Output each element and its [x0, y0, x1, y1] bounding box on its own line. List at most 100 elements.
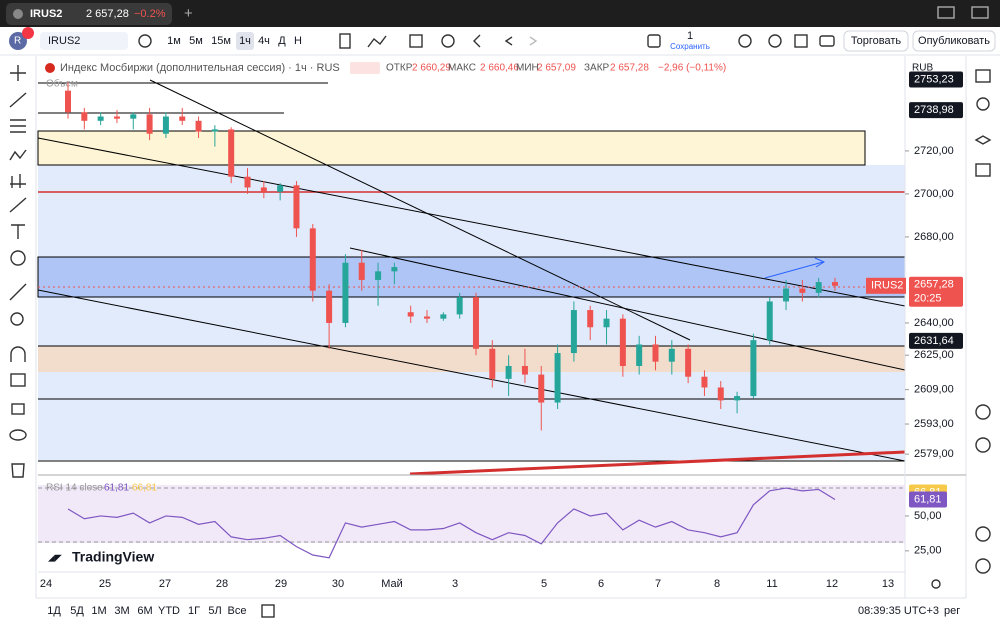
rsi-tick-label: 61,81 — [914, 493, 942, 505]
interval[interactable]: 5м — [189, 35, 203, 47]
indicators-icon[interactable] — [367, 35, 387, 48]
symbol-search[interactable] — [40, 32, 128, 50]
range[interactable]: 5Д — [70, 605, 84, 617]
price-tick-label: 2720,00 — [914, 145, 954, 157]
candle-body — [636, 344, 643, 366]
range-group: 1Д 5Д 1М 3М 6М YTD 1Г 5Л Все — [47, 605, 246, 617]
undo-icon[interactable] — [504, 36, 513, 46]
interval[interactable]: Д — [278, 35, 286, 47]
candle-body — [538, 374, 545, 403]
window-icon[interactable] — [971, 6, 989, 19]
emoji-tool[interactable] — [10, 250, 26, 266]
fib-tool[interactable] — [10, 119, 26, 133]
compare-icon[interactable] — [138, 34, 152, 48]
range[interactable]: 1Г — [188, 605, 200, 617]
rsi-line — [67, 487, 836, 559]
candle-body — [277, 185, 284, 192]
lock-drawings-tool[interactable] — [10, 373, 26, 387]
price-tag-symbol-box — [866, 277, 906, 294]
candle-body — [326, 290, 333, 323]
interval[interactable]: 1ч — [239, 35, 251, 47]
trend-line — [37, 289, 906, 462]
replay-icon[interactable] — [473, 34, 481, 48]
alerts-icon[interactable] — [976, 97, 990, 111]
date-label: 27 — [159, 578, 171, 590]
date-label: 13 — [882, 578, 894, 590]
range[interactable]: 6М — [137, 605, 152, 617]
save-label[interactable]: Сохранить — [670, 42, 710, 51]
date-label: 30 — [332, 578, 344, 590]
candle-body — [717, 387, 724, 401]
trade-label: Торговать — [851, 35, 902, 47]
interval[interactable]: 1м — [167, 35, 181, 47]
session[interactable]: рег — [944, 605, 960, 617]
search-icon[interactable] — [738, 34, 752, 48]
alert-icon[interactable] — [441, 34, 455, 48]
zoom-tool[interactable] — [10, 312, 24, 326]
text-tool[interactable] — [11, 224, 25, 239]
window-icon[interactable] — [937, 6, 955, 19]
range[interactable]: 3М — [114, 605, 129, 617]
magnet-tool[interactable] — [10, 346, 26, 362]
price-label-box — [909, 71, 963, 88]
range[interactable]: 5Л — [208, 605, 221, 617]
calendar-icon[interactable] — [975, 526, 991, 542]
chat-icon[interactable] — [975, 163, 991, 177]
publish-button[interactable] — [912, 30, 996, 52]
brush-tool[interactable] — [9, 197, 27, 213]
ideas-icon[interactable] — [975, 404, 991, 420]
layout-icon[interactable] — [409, 34, 423, 48]
candle-body — [97, 116, 104, 121]
axis-settings[interactable] — [931, 579, 941, 589]
settings-icon[interactable] — [768, 34, 782, 48]
forecast-tool[interactable] — [10, 174, 26, 188]
cursor-tool[interactable] — [10, 65, 26, 81]
candle-type-icon[interactable] — [339, 33, 351, 49]
date-label: 7 — [655, 578, 661, 590]
avatar[interactable] — [9, 32, 27, 50]
range[interactable]: 1Д — [47, 605, 61, 617]
layout-select[interactable] — [647, 34, 661, 48]
candle-body — [521, 365, 528, 375]
rsi-tick-label: 25,00 — [914, 545, 942, 557]
redo-icon[interactable] — [529, 36, 538, 46]
price-label: 2631,64 — [914, 335, 954, 347]
zone-blue — [37, 256, 906, 298]
date-label: Май — [381, 578, 403, 590]
arrow-head — [814, 257, 826, 268]
price-tick-label: 2640,00 — [914, 317, 954, 329]
range[interactable]: 1М — [91, 605, 106, 617]
interval[interactable]: 4ч — [258, 35, 270, 47]
tab[interactable] — [6, 3, 172, 25]
lock-tool[interactable] — [11, 403, 25, 415]
delete-tool[interactable] — [11, 463, 25, 478]
candle-body — [685, 348, 692, 377]
range[interactable]: YTD — [158, 605, 180, 617]
fullscreen-icon[interactable] — [794, 34, 808, 48]
volume-label: Объем — [46, 78, 78, 90]
candle-body — [358, 262, 365, 280]
new-tab[interactable]: + — [184, 5, 193, 22]
range[interactable]: Все — [228, 605, 247, 617]
trend-tool[interactable] — [9, 92, 27, 108]
candle-body — [668, 348, 675, 362]
layers-icon[interactable] — [974, 135, 992, 145]
help-icon[interactable] — [975, 558, 991, 574]
watchlist-icon[interactable] — [975, 69, 991, 83]
ruler-tool[interactable] — [9, 283, 27, 301]
interval[interactable]: 15м — [211, 35, 231, 47]
snapshot-icon[interactable] — [819, 35, 835, 47]
trend-red — [409, 450, 906, 476]
goto-date[interactable] — [261, 604, 275, 618]
arrow-line — [764, 261, 824, 279]
price-tick-label: 2680,00 — [914, 231, 954, 243]
hotlist-icon[interactable] — [975, 437, 991, 453]
trend-line — [37, 137, 906, 307]
hide-tool[interactable] — [9, 429, 27, 441]
trade-button[interactable] — [843, 30, 909, 52]
interval[interactable]: Н — [294, 35, 302, 47]
candle-body — [554, 353, 561, 403]
save-count: 1 — [687, 30, 693, 42]
date-label: 8 — [714, 578, 720, 590]
pattern-tool[interactable] — [9, 149, 27, 161]
